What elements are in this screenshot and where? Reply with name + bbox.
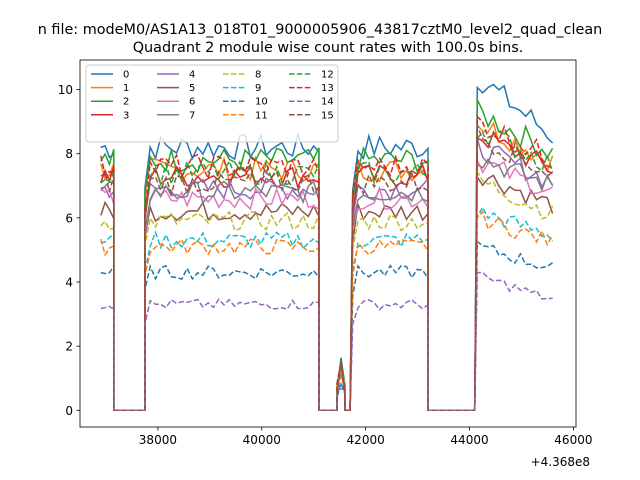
y-tick-label: 6 [65,211,73,225]
y-axis: 0 2 4 6 8 10 [58,83,80,418]
figure-suptitle: n file: modeM0/AS1A13_018T01_9000005906_… [38,22,603,38]
legend-label-9: 9 [255,83,261,94]
x-tick-label: 46000 [554,433,592,447]
legend-label-15: 15 [321,110,334,121]
legend-label-7: 7 [189,110,195,121]
series-line-8 [100,169,554,412]
y-tick-label: 4 [65,275,73,289]
series-line-6 [100,159,553,412]
y-tick-label: 8 [65,147,73,161]
plot-frame [79,59,577,428]
x-tick-label: 40000 [243,433,281,447]
legend-label-6: 6 [189,97,195,108]
y-tick-label: 0 [65,404,73,418]
legend-label-0: 0 [123,70,129,81]
legend-label-2: 2 [123,97,129,108]
chart-title: Quadrant 2 module wise count rates with … [133,40,524,56]
legend-label-3: 3 [123,110,129,121]
legend-frame [85,64,339,143]
legend-label-11: 11 [255,110,268,121]
legend-label-4: 4 [189,70,195,81]
x-tick-label: 42000 [347,433,385,447]
series-line-1 [100,121,554,412]
series-line-14 [100,271,553,412]
legend-label-14: 14 [321,97,334,108]
plot-area [79,59,577,428]
legend-label-1: 1 [123,83,129,94]
x-offset-label: +4.368e8 [531,455,590,469]
x-tick-label: 38000 [139,433,177,447]
legend-label-8: 8 [255,70,261,81]
x-axis: 38000 40000 42000 44000 46000 [139,427,592,447]
legend-label-12: 12 [321,70,334,81]
x-tick-label: 44000 [450,433,488,447]
legend-label-5: 5 [189,83,195,94]
series-line-9 [100,205,554,412]
legend-label-10: 10 [255,97,268,108]
y-tick-label: 2 [65,340,73,354]
legend-label-13: 13 [321,83,334,94]
y-tick-label: 10 [58,83,73,97]
series-line-10 [100,239,554,412]
